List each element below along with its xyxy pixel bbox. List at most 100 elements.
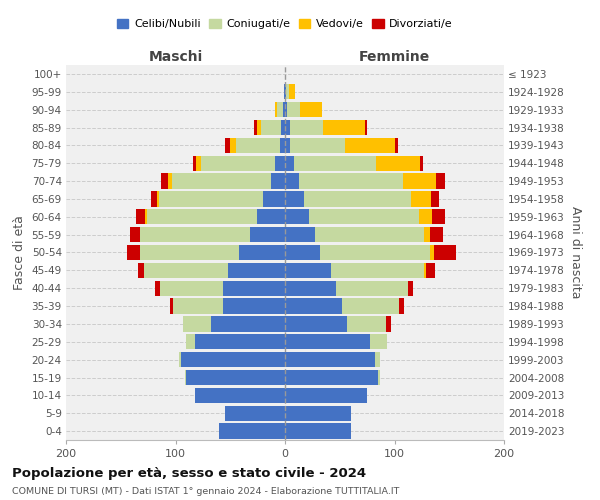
Bar [170,298,173,314]
Bar [257,209,285,224]
Bar [261,120,281,135]
Bar [419,156,423,171]
Bar [138,263,144,278]
Bar [172,174,271,188]
Bar [161,174,168,188]
Bar [155,280,160,296]
Bar [285,406,350,421]
Bar [424,263,426,278]
Legend: Celibi/Nubili, Coniugati/e, Vedovi/e, Divorziati/e: Celibi/Nubili, Coniugati/e, Vedovi/e, Di… [113,14,457,34]
Bar [285,138,290,153]
Bar [286,84,289,100]
Bar [314,227,424,242]
Bar [225,138,230,153]
Bar [432,209,445,224]
Bar [140,245,239,260]
Bar [185,370,187,385]
Bar [399,298,404,314]
Bar [151,192,157,206]
Bar [271,174,285,188]
Bar [280,138,285,153]
Bar [127,245,140,260]
Bar [345,138,395,153]
Bar [320,245,430,260]
Bar [290,138,345,153]
Bar [283,102,285,117]
Bar [239,245,285,260]
Bar [187,334,195,349]
Bar [301,102,322,117]
Bar [290,120,323,135]
Bar [376,156,419,171]
Bar [426,263,435,278]
Text: COMUNE DI TURSI (MT) - Dati ISTAT 1° gennaio 2024 - Elaborazione TUTTITALIA.IT: COMUNE DI TURSI (MT) - Dati ISTAT 1° gen… [12,488,400,496]
Bar [289,84,295,100]
Bar [386,316,391,332]
Bar [304,192,411,206]
Bar [285,84,286,100]
Bar [140,227,250,242]
Bar [250,227,285,242]
Bar [147,209,257,224]
Bar [181,352,285,367]
Bar [395,138,398,153]
Bar [430,227,443,242]
Bar [228,263,285,278]
Bar [211,316,285,332]
Bar [370,334,387,349]
Bar [342,298,399,314]
Bar [257,120,261,135]
Text: Femmine: Femmine [359,50,430,64]
Bar [136,209,145,224]
Bar [160,280,223,296]
Text: Maschi: Maschi [148,50,203,64]
Bar [285,245,320,260]
Bar [285,316,347,332]
Bar [365,120,367,135]
Y-axis label: Fasce di età: Fasce di età [13,215,26,290]
Bar [285,388,367,403]
Bar [309,209,419,224]
Bar [299,174,403,188]
Bar [294,156,376,171]
Bar [144,263,228,278]
Bar [337,280,407,296]
Bar [407,280,413,296]
Bar [195,388,285,403]
Bar [130,227,140,242]
Bar [375,352,380,367]
Bar [284,84,285,100]
Bar [230,138,236,153]
Bar [277,102,283,117]
Bar [187,370,285,385]
Bar [145,209,147,224]
Bar [173,298,223,314]
Bar [275,102,277,117]
Bar [179,352,181,367]
Y-axis label: Anni di nascita: Anni di nascita [569,206,581,298]
Bar [285,352,375,367]
Bar [285,102,287,117]
Bar [323,120,365,135]
Bar [159,192,263,206]
Bar [285,334,370,349]
Bar [411,192,431,206]
Bar [347,316,386,332]
Bar [331,263,424,278]
Bar [157,192,159,206]
Bar [285,174,299,188]
Bar [285,370,378,385]
Bar [223,298,285,314]
Bar [419,209,432,224]
Bar [285,192,304,206]
Bar [424,227,430,242]
Bar [168,174,172,188]
Bar [287,102,301,117]
Bar [285,209,309,224]
Bar [285,263,331,278]
Bar [193,156,196,171]
Bar [275,156,285,171]
Bar [378,370,380,385]
Bar [285,120,290,135]
Bar [183,316,211,332]
